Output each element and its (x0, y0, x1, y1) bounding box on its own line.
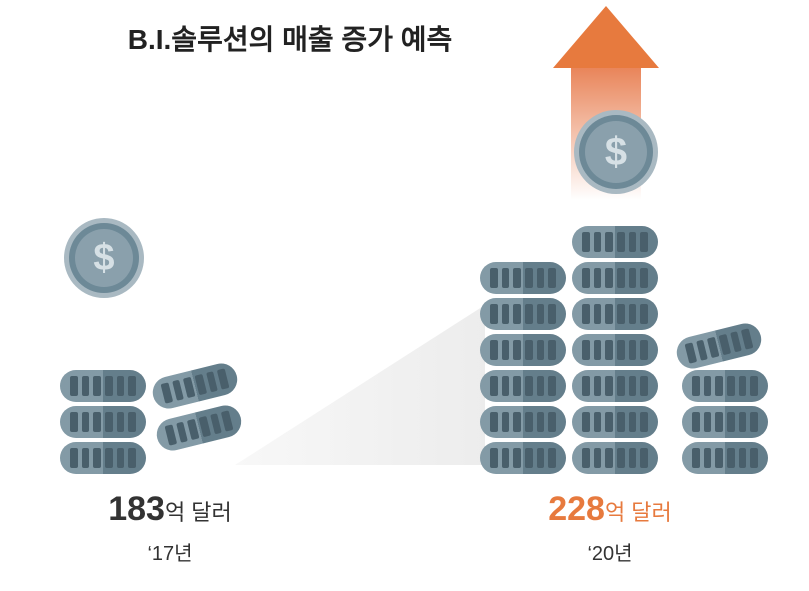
coin (682, 442, 768, 474)
coin-stack (572, 222, 658, 474)
right-value-unit: 억 달러 (605, 500, 672, 525)
coin (480, 370, 566, 402)
coin-stack (60, 366, 146, 474)
coin (682, 406, 768, 438)
coin (60, 406, 146, 438)
coin-stack (480, 258, 566, 474)
chart-title: B.I.솔루션의 매출 증가 예측 (0, 18, 580, 58)
right-coin-group: $ (480, 164, 780, 474)
coin (480, 442, 566, 474)
left-value: 183억 달러 (50, 490, 290, 529)
coin-stack (682, 366, 768, 474)
coin (572, 226, 658, 258)
coin (572, 334, 658, 366)
coin (682, 370, 768, 402)
coin (480, 298, 566, 330)
coin (572, 370, 658, 402)
coin (60, 442, 146, 474)
right-year: ‘20년 (470, 537, 750, 566)
right-value-number: 228 (548, 490, 605, 528)
coin (572, 262, 658, 294)
coin (153, 402, 244, 454)
coin (480, 262, 566, 294)
coin (572, 406, 658, 438)
coin (60, 370, 146, 402)
right-value: 228억 달러 (470, 490, 750, 529)
coin (572, 442, 658, 474)
coin (149, 360, 240, 412)
coin (480, 334, 566, 366)
left-coin-group: $ (60, 274, 280, 474)
coin (480, 406, 566, 438)
coin (673, 320, 764, 372)
left-value-unit: 억 달러 (165, 500, 232, 525)
left-year: ‘17년 (50, 537, 290, 566)
left-value-number: 183 (108, 490, 165, 528)
left-label-block: 183억 달러 ‘17년 (50, 490, 290, 566)
coin (572, 298, 658, 330)
right-label-block: 228억 달러 ‘20년 (470, 490, 750, 566)
